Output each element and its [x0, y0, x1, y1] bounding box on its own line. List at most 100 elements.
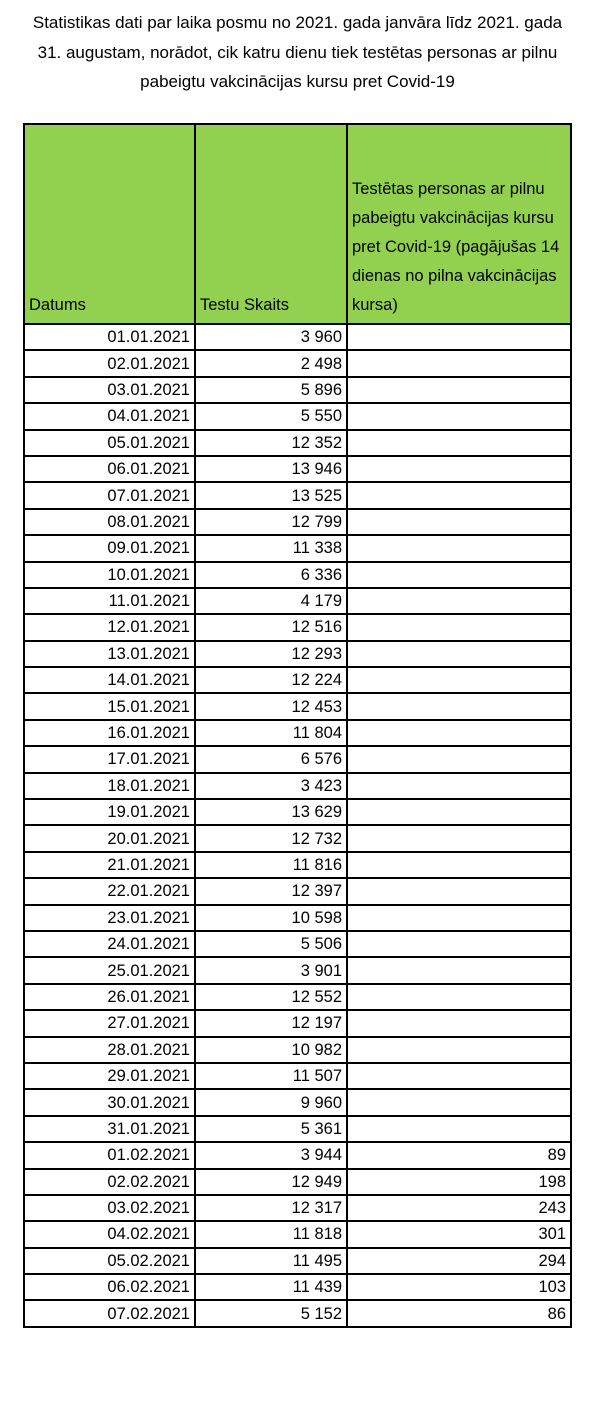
table-row: 17.01.2021 6 576 [23, 745, 572, 774]
cell-vaccinated-tested [346, 402, 572, 431]
cell-test-count: 3 901 [194, 956, 348, 985]
cell-test-count: 12 453 [194, 692, 348, 721]
table-row: 06.01.2021 13 946 [23, 454, 572, 484]
cell-vaccinated-tested: 89 [346, 1141, 572, 1170]
cell-vaccinated-tested: 198 [346, 1167, 572, 1196]
cell-test-count: 5 152 [194, 1299, 348, 1328]
header-test-count: Testu Skaits [194, 123, 348, 325]
cell-test-count: 13 525 [194, 481, 348, 510]
cell-vaccinated-tested [346, 428, 572, 457]
table-row: 22.01.2021 12 397 [23, 877, 572, 906]
cell-date: 07.01.2021 [23, 481, 196, 510]
cell-test-count: 11 495 [194, 1246, 348, 1276]
table-row: 15.01.2021 12 453 [23, 692, 572, 721]
cell-date: 21.01.2021 [23, 850, 196, 880]
cell-test-count: 5 896 [194, 375, 348, 405]
cell-vaccinated-tested [346, 349, 572, 378]
cell-test-count: 11 804 [194, 718, 348, 748]
cell-date: 14.01.2021 [23, 666, 196, 695]
cell-date: 05.01.2021 [23, 428, 196, 457]
cell-vaccinated-tested: 294 [346, 1246, 572, 1276]
cell-date: 09.01.2021 [23, 534, 196, 563]
cell-date: 30.01.2021 [23, 1088, 196, 1117]
cell-test-count: 13 946 [194, 454, 348, 484]
cell-vaccinated-tested [346, 454, 572, 484]
cell-date: 04.02.2021 [23, 1220, 196, 1249]
cell-test-count: 12 552 [194, 982, 348, 1012]
table-row: 02.02.2021 12 949 198 [23, 1167, 572, 1196]
table-row: 18.01.2021 3 423 [23, 771, 572, 801]
cell-date: 01.02.2021 [23, 1141, 196, 1170]
cell-vaccinated-tested [346, 929, 572, 959]
cell-vaccinated-tested [346, 1061, 572, 1091]
cell-date: 06.02.2021 [23, 1273, 196, 1302]
cell-test-count: 12 516 [194, 613, 348, 642]
cell-date: 20.01.2021 [23, 824, 196, 853]
cell-vaccinated-tested [346, 956, 572, 985]
cell-date: 01.01.2021 [23, 322, 196, 352]
cell-vaccinated-tested [346, 771, 572, 801]
cell-vaccinated-tested [346, 850, 572, 880]
cell-vaccinated-tested [346, 1088, 572, 1117]
cell-vaccinated-tested: 86 [346, 1299, 572, 1328]
cell-vaccinated-tested [346, 877, 572, 906]
table-row: 06.02.2021 11 439 103 [23, 1273, 572, 1302]
cell-test-count: 5 361 [194, 1114, 348, 1144]
cell-date: 04.01.2021 [23, 402, 196, 431]
cell-test-count: 10 598 [194, 903, 348, 932]
cell-date: 23.01.2021 [23, 903, 196, 932]
cell-test-count: 12 732 [194, 824, 348, 853]
cell-date: 03.02.2021 [23, 1193, 196, 1223]
cell-date: 08.01.2021 [23, 507, 196, 537]
table-row: 03.02.2021 12 317 243 [23, 1193, 572, 1223]
table-row: 14.01.2021 12 224 [23, 666, 572, 695]
table-row: 05.02.2021 11 495 294 [23, 1246, 572, 1276]
cell-vaccinated-tested [346, 745, 572, 774]
cell-date: 13.01.2021 [23, 639, 196, 669]
cell-date: 24.01.2021 [23, 929, 196, 959]
cell-test-count: 11 816 [194, 850, 348, 880]
cell-test-count: 12 799 [194, 507, 348, 537]
cell-vaccinated-tested [346, 824, 572, 853]
cell-date: 29.01.2021 [23, 1061, 196, 1091]
cell-date: 16.01.2021 [23, 718, 196, 748]
table-row: 07.01.2021 13 525 [23, 481, 572, 510]
cell-vaccinated-tested [346, 613, 572, 642]
cell-test-count: 3 423 [194, 771, 348, 801]
table-row: 03.01.2021 5 896 [23, 375, 572, 405]
header-row: Datums Testu Skaits Testētas personas ar… [23, 123, 572, 325]
cell-date: 05.02.2021 [23, 1246, 196, 1276]
cell-vaccinated-tested [346, 481, 572, 510]
cell-vaccinated-tested [346, 586, 572, 616]
cell-test-count: 11 439 [194, 1273, 348, 1302]
table-row: 01.02.2021 3 944 89 [23, 1141, 572, 1170]
cell-vaccinated-tested: 103 [346, 1273, 572, 1302]
table-row: 02.01.2021 2 498 [23, 349, 572, 378]
table-row: 11.01.2021 4 179 [23, 586, 572, 616]
data-table: Datums Testu Skaits Testētas personas ar… [23, 123, 572, 1328]
cell-vaccinated-tested [346, 322, 572, 352]
table-row: 13.01.2021 12 293 [23, 639, 572, 669]
cell-test-count: 12 949 [194, 1167, 348, 1196]
table-row: 25.01.2021 3 901 [23, 956, 572, 985]
table-row: 27.01.2021 12 197 [23, 1009, 572, 1038]
table-row: 21.01.2021 11 816 [23, 850, 572, 880]
cell-test-count: 13 629 [194, 798, 348, 827]
cell-test-count: 12 397 [194, 877, 348, 906]
cell-vaccinated-tested [346, 982, 572, 1012]
cell-test-count: 3 944 [194, 1141, 348, 1170]
cell-vaccinated-tested [346, 692, 572, 721]
cell-date: 11.01.2021 [23, 586, 196, 616]
table-row: 04.02.2021 11 818 301 [23, 1220, 572, 1249]
cell-date: 18.01.2021 [23, 771, 196, 801]
cell-vaccinated-tested [346, 666, 572, 695]
cell-date: 02.01.2021 [23, 349, 196, 378]
cell-vaccinated-tested [346, 534, 572, 563]
cell-date: 12.01.2021 [23, 613, 196, 642]
cell-test-count: 9 960 [194, 1088, 348, 1117]
cell-test-count: 4 179 [194, 586, 348, 616]
cell-vaccinated-tested [346, 1035, 572, 1064]
cell-date: 22.01.2021 [23, 877, 196, 906]
cell-test-count: 11 818 [194, 1220, 348, 1249]
cell-vaccinated-tested [346, 798, 572, 827]
